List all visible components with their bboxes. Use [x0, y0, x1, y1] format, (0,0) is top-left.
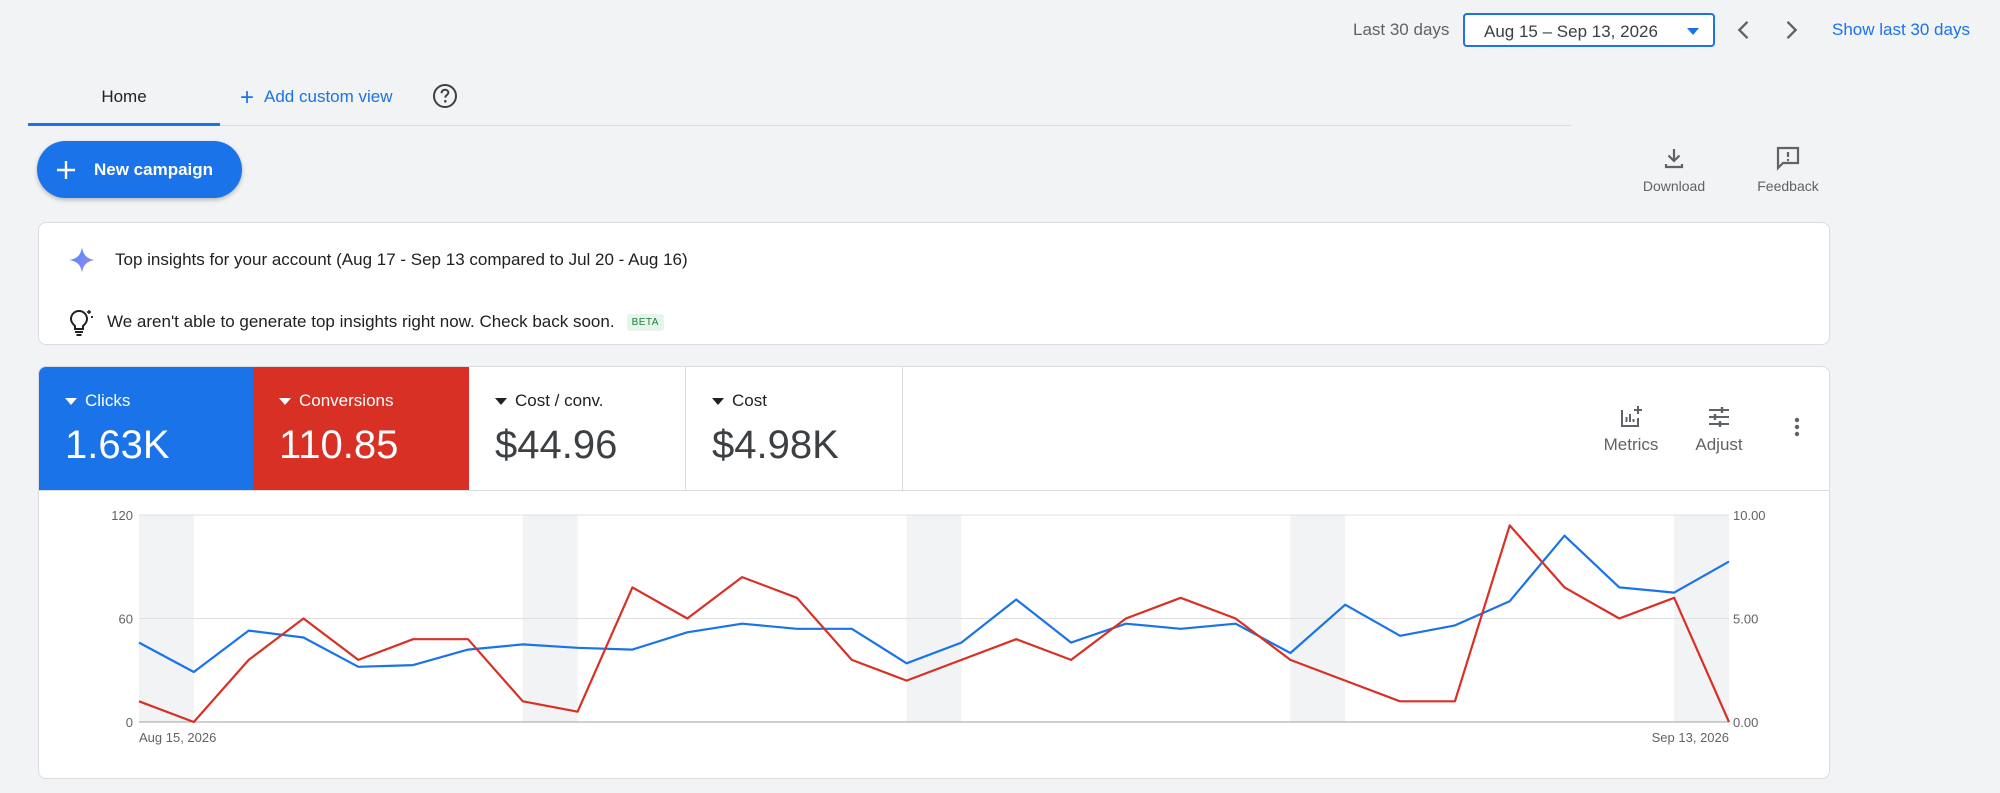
- tune-icon: [1709, 407, 1729, 427]
- y-right-tick-label: 0.00: [1733, 715, 1758, 730]
- y-right-tick-label: 10.00: [1733, 508, 1766, 523]
- add-chart-icon: [1621, 406, 1642, 427]
- metric-value: 110.85: [279, 423, 399, 467]
- x-end-label: Sep 13, 2026: [1652, 730, 1729, 745]
- metric-name: Clicks: [85, 391, 131, 410]
- dropdown-arrow-icon: [495, 397, 507, 405]
- view-tabs: Home + Add custom view: [28, 76, 1571, 126]
- add-custom-view-button[interactable]: + Add custom view: [240, 83, 393, 111]
- performance-chart: 0 60 120 0.00 5.00 10.00 Aug 15, 2026 Sep 13, 2…: [39, 491, 1829, 778]
- date-range-picker[interactable]: Aug 15 – Sep 13, 2026: [1463, 13, 1715, 47]
- metric-value: $44.96: [495, 423, 618, 467]
- divider: [39, 490, 1829, 491]
- insights-message: We aren't able to generate top insights …: [107, 312, 615, 331]
- y-left-tick-label: 0: [126, 715, 133, 730]
- series-line-clicks: [138, 534, 1730, 674]
- y-left-tick-label: 120: [111, 508, 133, 523]
- download-button[interactable]: Download: [1629, 144, 1719, 194]
- chevron-left-icon: [1737, 21, 1749, 39]
- metrics-button[interactable]: Metrics: [1591, 403, 1671, 455]
- feedback-label: Feedback: [1757, 178, 1819, 194]
- metric-name: Cost: [732, 391, 767, 410]
- line-chart: 0 60 120 0.00 5.00 10.00 Aug 15, 2026 Sep 13, 2…: [111, 508, 1766, 745]
- date-range-text: Aug 15 – Sep 13, 2026: [1484, 22, 1658, 41]
- feedback-button[interactable]: Feedback: [1743, 144, 1833, 194]
- more-vert-icon[interactable]: [1785, 415, 1809, 439]
- plus-icon: [57, 160, 75, 179]
- show-last-30-days-link[interactable]: Show last 30 days: [1832, 20, 1970, 39]
- performance-card: Clicks 1.63K Conversions 110.85 Cost / c…: [38, 366, 1830, 779]
- metric-tile-cost-per-conv[interactable]: Cost / conv. $44.96: [469, 367, 686, 490]
- lightbulb-icon: [69, 309, 93, 336]
- feedback-icon: [1776, 146, 1800, 171]
- metric-value: $4.98K: [712, 423, 839, 467]
- add-custom-view-label: Add custom view: [264, 87, 393, 106]
- dropdown-arrow-icon: [279, 397, 291, 405]
- sparkle-icon: [69, 247, 95, 273]
- plus-icon: +: [240, 83, 255, 111]
- adjust-button[interactable]: Adjust: [1679, 403, 1759, 455]
- new-campaign-button[interactable]: New campaign: [37, 141, 242, 198]
- metric-tile-conversions[interactable]: Conversions 110.85: [253, 367, 469, 490]
- adjust-label: Adjust: [1695, 435, 1743, 454]
- series-line-conversions: [138, 524, 1731, 724]
- download-label: Download: [1642, 178, 1706, 194]
- metric-value: 1.63K: [65, 423, 170, 467]
- x-start-label: Aug 15, 2026: [139, 730, 216, 745]
- metric-name: Conversions: [299, 391, 394, 410]
- previous-period-button[interactable]: [1730, 16, 1758, 44]
- dropdown-arrow-icon: [65, 397, 77, 405]
- y-left-tick-label: 60: [119, 612, 133, 627]
- metric-tile-cost[interactable]: Cost $4.98K: [686, 367, 903, 490]
- dropdown-arrow-icon: [712, 397, 724, 405]
- y-right-tick-label: 5.00: [1733, 612, 1758, 627]
- metrics-label: Metrics: [1603, 435, 1659, 454]
- date-bar: Last 30 days Aug 15 – Sep 13, 2026 Show …: [0, 12, 2000, 48]
- tab-home-label: Home: [101, 87, 147, 106]
- chevron-right-icon: [1786, 21, 1798, 39]
- metric-tile-clicks[interactable]: Clicks 1.63K: [39, 367, 253, 490]
- help-icon[interactable]: [432, 83, 458, 109]
- beta-badge: BETA: [626, 313, 664, 331]
- metric-name: Cost / conv.: [515, 391, 604, 410]
- date-preset-label: Last 30 days: [1353, 20, 1450, 39]
- download-icon: [1664, 149, 1684, 169]
- new-campaign-label: New campaign: [94, 159, 214, 179]
- insights-title: Top insights for your account (Aug 17 - …: [115, 250, 688, 269]
- insights-card: Top insights for your account (Aug 17 - …: [38, 222, 1830, 345]
- next-period-button[interactable]: [1777, 16, 1805, 44]
- chevron-down-icon: [1687, 28, 1699, 35]
- tab-home[interactable]: Home: [28, 76, 220, 126]
